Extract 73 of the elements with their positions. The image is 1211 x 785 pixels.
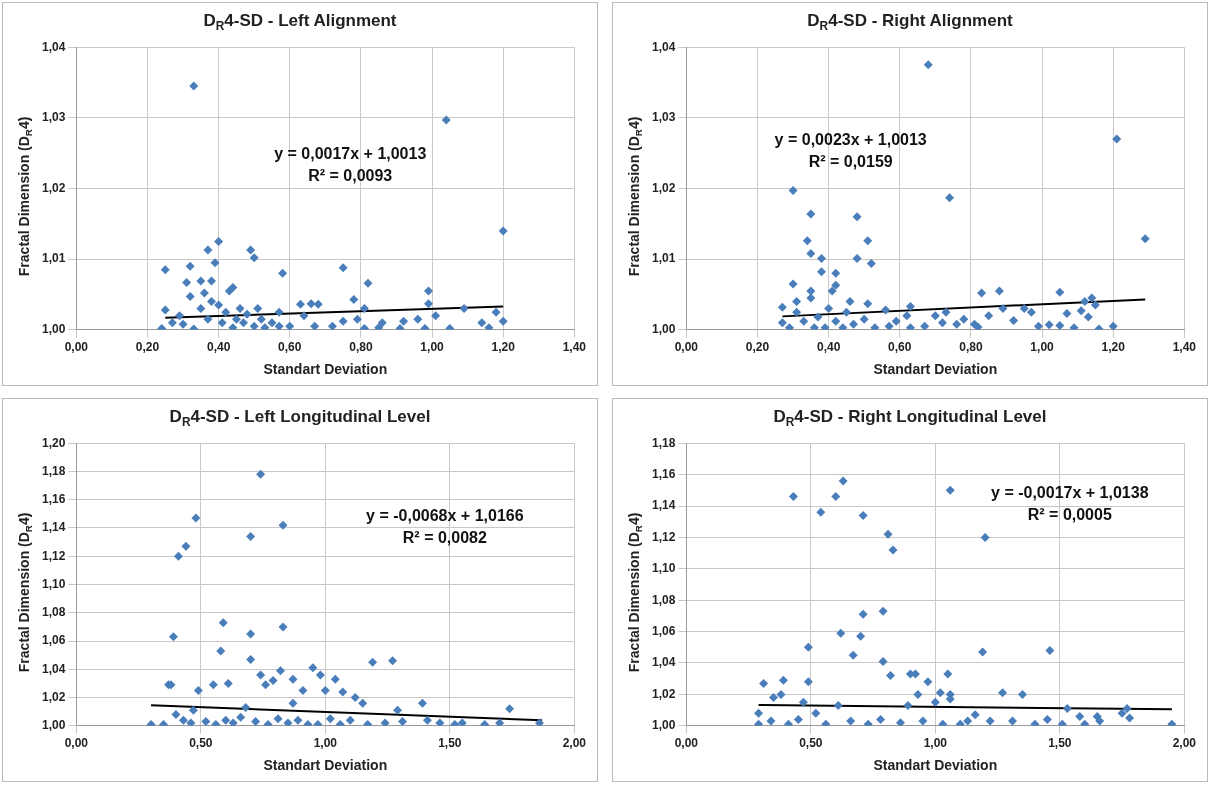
x-tick-label: 0,60: [278, 340, 302, 355]
x-tick-label: 0,00: [674, 736, 699, 751]
y-tick-label: 1,02: [652, 180, 676, 195]
y-tick-label: 1,06: [652, 623, 676, 638]
x-tick-label: 1,40: [562, 340, 587, 355]
y-tick-label: 1,02: [42, 689, 66, 704]
x-tick-label: 1,40: [1172, 340, 1197, 355]
y-tick-label: 1,04: [652, 39, 676, 54]
annotation: y = -0,0017x + 1,0138: [991, 484, 1149, 502]
x-tick-label: 0,00: [64, 736, 89, 751]
y-tick-label: 1,03: [42, 110, 66, 125]
y-tick-label: 1,01: [42, 251, 66, 266]
annotation: y = -0,0068x + 1,0166: [366, 507, 524, 525]
y-tick-label: 1,04: [42, 661, 66, 676]
y-tick-label: 1,14: [652, 498, 676, 513]
y-tick-label: 1,02: [42, 180, 66, 195]
chart-title: D$_{R}$4-SD - Right Longitudinal Level: [772, 407, 1048, 430]
x-tick-label: 2,00: [1172, 736, 1197, 751]
y-tick-label: 1,16: [652, 466, 676, 481]
y-tick-label: 1,16: [42, 492, 66, 507]
y-tick-label: 1,01: [652, 251, 676, 266]
x-axis-title: Standart Deviation: [873, 757, 998, 774]
x-tick-label: 0,40: [816, 340, 841, 355]
x-tick-label: 0,50: [799, 736, 823, 751]
x-tick-label: 1,00: [923, 736, 948, 751]
y-tick-label: 1,00: [652, 718, 676, 733]
y-tick-label: 1,10: [652, 561, 676, 576]
annotation: y = 0,0023x + 1,0013: [774, 130, 927, 148]
y-tick-label: 1,02: [652, 686, 676, 701]
y-tick-label: 1,06: [42, 633, 66, 648]
annotation: y = 0,0017x + 1,0013: [274, 144, 427, 162]
x-tick-label: 0,50: [189, 736, 213, 751]
chart-title: D$_{R}$4-SD - Left Alignment: [202, 11, 398, 34]
x-tick-label: 0,40: [206, 340, 231, 355]
x-tick-label: 1,20: [1101, 340, 1126, 355]
y-tick-label: 1,10: [42, 576, 66, 591]
chart-title: D$_{R}$4-SD - Right Alignment: [806, 11, 1014, 34]
y-tick-label: 1,20: [42, 435, 66, 450]
annotation: R² = 0,0005: [1027, 506, 1112, 524]
chart-title: D$_{R}$4-SD - Left Longitudinal Level: [168, 407, 432, 430]
x-tick-label: 1,50: [438, 736, 462, 751]
x-axis-title: Standart Deviation: [263, 361, 388, 378]
annotation: R² = 0,0159: [808, 152, 893, 170]
y-tick-label: 1,04: [652, 655, 676, 670]
annotation: R² = 0,0093: [308, 166, 393, 184]
y-tick-label: 1,00: [42, 322, 66, 337]
x-tick-label: 1,20: [491, 340, 516, 355]
x-tick-label: 1,00: [420, 340, 445, 355]
y-tick-label: 1,18: [42, 463, 66, 478]
y-tick-label: 1,00: [652, 322, 676, 337]
y-tick-label: 1,18: [652, 435, 676, 450]
x-axis-title: Standart Deviation: [263, 757, 388, 774]
y-tick-label: 1,12: [652, 529, 676, 544]
y-tick-label: 1,14: [42, 520, 66, 535]
x-tick-label: 0,80: [349, 340, 373, 355]
x-tick-label: 2,00: [562, 736, 587, 751]
x-tick-label: 0,00: [64, 340, 89, 355]
x-tick-label: 0,00: [674, 340, 699, 355]
y-tick-label: 1,00: [42, 718, 66, 733]
x-tick-label: 0,20: [135, 340, 160, 355]
y-tick-label: 1,12: [42, 548, 66, 563]
annotation: R² = 0,0082: [402, 529, 487, 547]
y-tick-label: 1,04: [42, 39, 66, 54]
x-tick-label: 1,50: [1048, 736, 1072, 751]
y-tick-label: 1,08: [42, 605, 66, 620]
x-tick-label: 0,20: [745, 340, 770, 355]
x-tick-label: 0,60: [888, 340, 912, 355]
x-tick-label: 1,00: [313, 736, 338, 751]
y-tick-label: 1,03: [652, 110, 676, 125]
x-axis-title: Standart Deviation: [873, 361, 998, 378]
y-tick-label: 1,08: [652, 592, 676, 607]
x-tick-label: 1,00: [1030, 340, 1055, 355]
x-tick-label: 0,80: [959, 340, 983, 355]
